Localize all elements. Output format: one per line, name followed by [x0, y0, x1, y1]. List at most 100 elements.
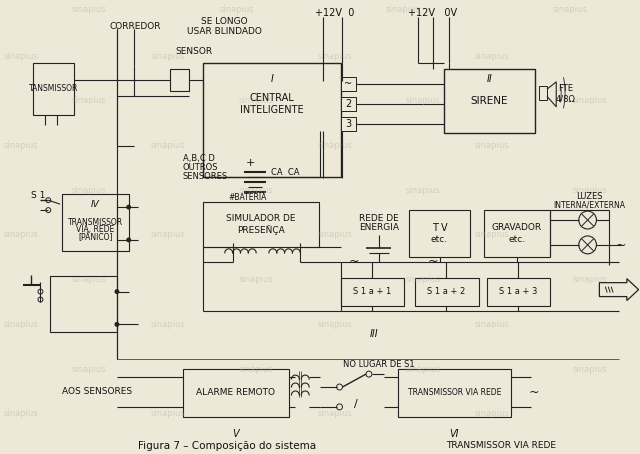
- Text: SENSORES: SENSORES: [182, 172, 228, 181]
- Bar: [340, 278, 404, 306]
- Bar: [204, 202, 319, 247]
- Text: +12V  0: +12V 0: [315, 8, 355, 18]
- Text: sinapius: sinapius: [3, 231, 38, 239]
- Text: sinapius: sinapius: [317, 410, 352, 418]
- Text: sinapius: sinapius: [572, 275, 607, 284]
- Text: ~: ~: [349, 255, 360, 268]
- Text: GRAVADOR: GRAVADOR: [492, 223, 542, 232]
- Text: NO LUGAR DE S1: NO LUGAR DE S1: [343, 360, 415, 369]
- Text: sinapius: sinapius: [72, 5, 107, 14]
- Text: LUZES: LUZES: [577, 192, 603, 201]
- Text: [PÂNICO]: [PÂNICO]: [78, 233, 113, 242]
- Circle shape: [38, 289, 43, 294]
- Text: etc.: etc.: [431, 236, 448, 244]
- Text: REDE DE: REDE DE: [359, 213, 399, 222]
- Circle shape: [46, 207, 51, 212]
- Text: CENTRAL: CENTRAL: [250, 93, 294, 103]
- Text: PRESEÑÇA: PRESEÑÇA: [237, 225, 285, 235]
- Text: IV: IV: [91, 200, 100, 209]
- Circle shape: [337, 404, 342, 410]
- Text: sinapius: sinapius: [572, 186, 607, 195]
- Bar: [170, 69, 189, 91]
- Circle shape: [38, 297, 43, 302]
- Circle shape: [337, 384, 342, 390]
- Text: S 1 a + 2: S 1 a + 2: [428, 287, 465, 296]
- Text: SE LONGO: SE LONGO: [202, 17, 248, 26]
- Text: ~: ~: [529, 385, 539, 399]
- Text: sinapius: sinapius: [474, 141, 509, 150]
- Text: 2: 2: [345, 99, 351, 109]
- Text: sinapius: sinapius: [72, 365, 107, 374]
- Text: sinapius: sinapius: [474, 410, 509, 418]
- Text: S 1 a + 1: S 1 a + 1: [353, 287, 391, 296]
- Text: sinapius: sinapius: [150, 141, 186, 150]
- Circle shape: [579, 211, 596, 229]
- Text: sinapius: sinapius: [406, 186, 440, 195]
- Text: sinapius: sinapius: [150, 410, 186, 418]
- Text: CA  CA: CA CA: [271, 168, 300, 177]
- Text: Figura 7 – Composição do sistema: Figura 7 – Composição do sistema: [138, 441, 316, 451]
- Text: +: +: [246, 158, 255, 168]
- Text: sinapius: sinapius: [72, 186, 107, 195]
- Text: CORREDOR: CORREDOR: [110, 22, 161, 31]
- Text: sinapius: sinapius: [474, 52, 509, 60]
- Text: /: /: [355, 399, 358, 409]
- Text: sinapius: sinapius: [3, 320, 38, 329]
- Circle shape: [115, 289, 120, 294]
- Text: sinapius: sinapius: [474, 231, 509, 239]
- Text: SIRENE: SIRENE: [471, 96, 508, 106]
- Bar: [486, 278, 550, 306]
- Bar: [340, 77, 356, 91]
- Text: etc.: etc.: [508, 236, 525, 244]
- Text: TRANSMISSOR VIA REDE: TRANSMISSOR VIA REDE: [408, 389, 501, 398]
- Bar: [415, 278, 479, 306]
- Text: INTELIGENTE: INTELIGENTE: [240, 105, 303, 115]
- Bar: [62, 194, 129, 251]
- Text: sinapius: sinapius: [317, 141, 352, 150]
- Text: sinapius: sinapius: [239, 96, 273, 105]
- Text: sinapius: sinapius: [3, 410, 38, 418]
- Text: sinapius: sinapius: [150, 231, 186, 239]
- Bar: [409, 210, 470, 257]
- Text: FTE: FTE: [559, 84, 573, 94]
- Text: ~: ~: [616, 238, 626, 252]
- Text: ALARME REMOTO: ALARME REMOTO: [196, 389, 275, 398]
- Text: sinapius: sinapius: [3, 52, 38, 60]
- Text: sinapius: sinapius: [72, 96, 107, 105]
- Text: ENERGIA: ENERGIA: [359, 223, 399, 232]
- Text: #BATERIA: #BATERIA: [228, 192, 267, 202]
- Bar: [50, 276, 117, 332]
- Bar: [204, 63, 340, 178]
- Text: V: V: [232, 429, 239, 439]
- Text: VI: VI: [449, 429, 459, 439]
- Circle shape: [115, 322, 120, 327]
- Text: sinapius: sinapius: [386, 5, 420, 14]
- Text: TRANSMISSOR VIA REDE: TRANSMISSOR VIA REDE: [446, 441, 556, 450]
- Text: ~: ~: [344, 79, 353, 89]
- Text: AOS SENSORES: AOS SENSORES: [62, 387, 132, 396]
- Bar: [444, 69, 534, 133]
- Text: sinapius: sinapius: [317, 231, 352, 239]
- Text: ~: ~: [428, 255, 438, 268]
- Text: sinapius: sinapius: [239, 365, 273, 374]
- Text: sinapius: sinapius: [239, 186, 273, 195]
- Bar: [340, 117, 356, 131]
- Text: S 1: S 1: [31, 191, 45, 200]
- Text: +12V   0V: +12V 0V: [408, 8, 457, 18]
- Text: sinapius: sinapius: [3, 141, 38, 150]
- Text: sinapius: sinapius: [72, 275, 107, 284]
- Text: S 1 a + 3: S 1 a + 3: [499, 287, 537, 296]
- Text: TANSMISSOR: TANSMISSOR: [29, 84, 78, 94]
- Circle shape: [126, 205, 131, 210]
- Text: 4/8Ω: 4/8Ω: [556, 94, 576, 104]
- Text: sinapius: sinapius: [239, 275, 273, 284]
- Circle shape: [126, 237, 131, 242]
- Text: T V: T V: [432, 223, 447, 233]
- Text: sinapius: sinapius: [474, 320, 509, 329]
- Text: III: III: [369, 329, 378, 339]
- Bar: [539, 86, 547, 100]
- FancyArrow shape: [600, 279, 639, 301]
- Text: sinapius: sinapius: [552, 5, 588, 14]
- Text: II: II: [486, 74, 492, 84]
- Text: sinapius: sinapius: [572, 365, 607, 374]
